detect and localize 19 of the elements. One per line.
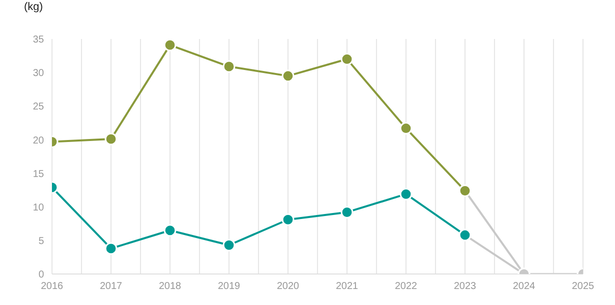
y-tick-label: 10	[32, 202, 44, 214]
y-tick-label: 5	[38, 236, 44, 247]
x-tick-label: 2024	[512, 281, 536, 292]
x-tick-label: 2020	[276, 281, 300, 292]
y-axis-title: (kg)	[24, 1, 43, 13]
x-tick-label: 2023	[454, 281, 477, 292]
x-tick-label: 2021	[336, 281, 359, 292]
x-tick-label: 2025	[572, 281, 595, 292]
y-tick-label: 15	[32, 168, 44, 180]
x-tick-label: 2022	[394, 281, 418, 292]
x-tick-label: 2019	[218, 281, 241, 292]
y-tick-label: 25	[32, 102, 44, 113]
x-tick-label: 2016	[40, 281, 64, 292]
x-tick-label: 2017	[100, 281, 123, 292]
x-tick-label: 2018	[158, 281, 182, 292]
y-tick-label: 35	[32, 34, 44, 46]
y-tick-label: 30	[32, 68, 44, 80]
y-tick-label: 20	[32, 135, 44, 146]
y-tick-label: 0	[38, 270, 44, 281]
